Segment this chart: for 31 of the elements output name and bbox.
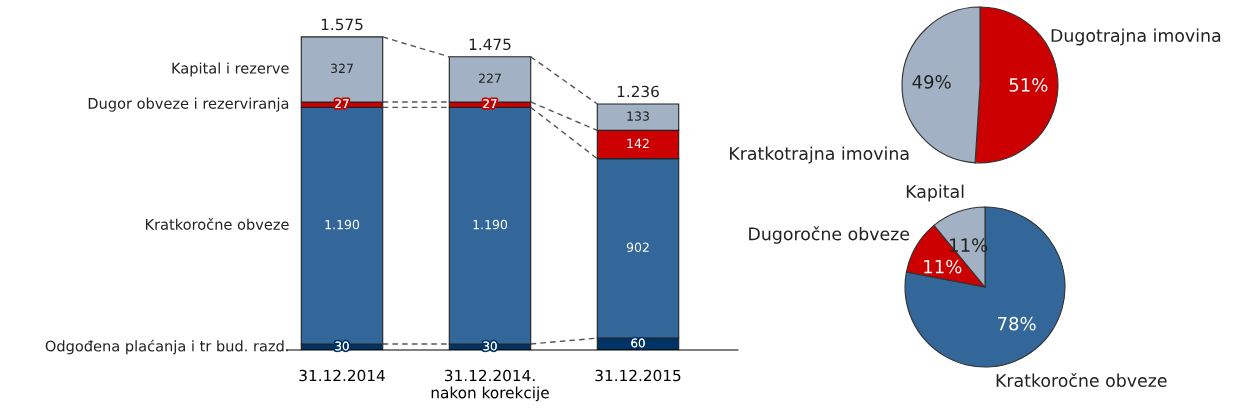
slice-label: Kratkotrajna imovina: [730, 146, 909, 164]
data-label: 51%: [1009, 78, 1048, 92]
x-tick-label: 31.12.2015: [595, 369, 681, 382]
data-label: 1.190: [473, 219, 508, 230]
data-label: 227: [478, 73, 501, 83]
slice-label: Kratkoročne obveze: [996, 372, 1167, 388]
slice-label: Kapital: [906, 184, 964, 202]
series-label: Odgođena plaćanja i tr bud. razd.: [45, 339, 288, 355]
data-label: 11%: [924, 259, 962, 274]
data-label: 27: [483, 99, 497, 108]
data-label: 1.190: [325, 219, 360, 230]
data-label: 49%: [912, 75, 951, 89]
x-tick-label: 31.12.2014. nakon korekcije: [431, 369, 549, 402]
data-label: 142: [627, 138, 649, 148]
data-label: 902: [626, 242, 649, 252]
data-label: 30: [335, 341, 349, 351]
data-label: 78%: [998, 316, 1036, 331]
total-label: 1.475: [469, 38, 511, 51]
total-label: 1.575: [321, 18, 363, 31]
data-label: 133: [627, 111, 649, 121]
x-tick-label: 31.12.2014: [299, 369, 385, 382]
slice-label: Dugotrajna imovina: [1051, 28, 1221, 46]
data-label: 60: [631, 338, 645, 348]
series-label: Kapital i rezerve: [172, 62, 289, 77]
slice-label: Dugoročne obveze: [749, 226, 910, 244]
data-label: 27: [335, 99, 349, 108]
series-label: Dugor obveze i rezerviranja: [88, 97, 289, 112]
series-label: Kratkoročne obveze: [145, 218, 289, 230]
data-label: 327: [331, 63, 353, 74]
total-label: 1.236: [617, 85, 659, 98]
data-label: 30: [483, 341, 497, 351]
